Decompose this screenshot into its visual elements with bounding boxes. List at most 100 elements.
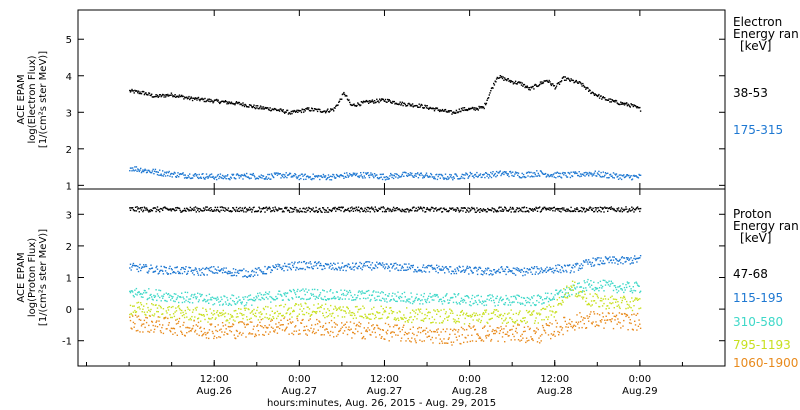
data-point	[362, 297, 365, 299]
data-point	[476, 273, 479, 276]
data-point	[137, 265, 139, 268]
data-point	[349, 291, 352, 294]
data-point	[430, 296, 433, 298]
data-point	[617, 178, 620, 180]
data-point	[583, 323, 585, 325]
data-point	[394, 103, 396, 105]
data-point	[384, 98, 387, 101]
data-point	[498, 77, 501, 79]
data-point	[354, 174, 357, 177]
data-point	[218, 177, 220, 180]
data-point	[349, 321, 352, 323]
data-point	[514, 274, 517, 276]
data-point	[221, 206, 224, 209]
data-point	[591, 261, 593, 264]
data-point	[311, 288, 314, 291]
data-point	[386, 208, 388, 211]
data-point	[182, 266, 184, 269]
data-point	[593, 94, 596, 96]
data-point	[258, 298, 260, 301]
data-point	[433, 210, 435, 212]
data-point	[163, 293, 165, 295]
data-point	[223, 313, 225, 315]
data-point	[281, 268, 283, 271]
data-point	[191, 311, 194, 313]
data-point	[296, 317, 298, 320]
data-point	[550, 314, 553, 316]
data-point	[596, 287, 598, 289]
data-point	[246, 296, 249, 298]
data-point	[372, 100, 374, 103]
data-point	[208, 329, 211, 331]
data-point	[395, 334, 397, 336]
data-point	[427, 176, 429, 178]
data-point	[219, 102, 221, 105]
data-point	[594, 207, 596, 209]
data-point	[351, 206, 353, 208]
data-point	[170, 306, 173, 309]
data-point	[173, 293, 176, 295]
data-point	[457, 320, 459, 323]
data-point	[267, 207, 270, 210]
data-point	[461, 299, 463, 301]
data-point	[547, 174, 550, 176]
data-point	[364, 338, 366, 340]
data-point	[261, 208, 263, 210]
data-point	[346, 266, 349, 268]
data-point	[168, 170, 170, 173]
data-point	[300, 305, 303, 307]
data-point	[271, 269, 273, 272]
data-point	[581, 267, 583, 269]
data-point	[257, 274, 259, 276]
data-point	[156, 206, 159, 208]
data-point	[251, 311, 253, 313]
data-point	[504, 302, 507, 304]
data-point	[148, 324, 150, 327]
data-point	[494, 332, 496, 335]
data-point	[428, 311, 430, 313]
data-point	[467, 334, 469, 337]
data-point	[138, 318, 140, 321]
data-point	[488, 299, 490, 301]
data-point	[129, 91, 132, 93]
data-point	[392, 311, 395, 313]
data-point	[536, 175, 539, 177]
data-point	[311, 209, 314, 211]
data-point	[533, 267, 535, 270]
data-point	[411, 302, 414, 305]
data-point	[577, 323, 579, 325]
data-point	[210, 100, 213, 102]
data-point	[186, 177, 189, 179]
data-point	[535, 304, 537, 306]
data-point	[254, 107, 257, 110]
data-point	[434, 268, 436, 270]
data-point	[636, 206, 639, 208]
data-point	[265, 305, 267, 308]
data-point	[538, 301, 540, 304]
data-point	[232, 174, 234, 176]
data-point	[166, 207, 168, 210]
data-point	[420, 294, 422, 296]
data-point	[596, 211, 599, 213]
data-point	[322, 314, 325, 317]
data-point	[170, 327, 173, 329]
data-point	[460, 209, 462, 211]
data-point	[186, 273, 188, 275]
data-point	[442, 320, 444, 322]
data-point	[338, 176, 341, 178]
data-point	[599, 300, 602, 302]
data-point	[235, 210, 237, 213]
data-point	[424, 313, 426, 316]
data-point	[586, 261, 588, 263]
data-point	[159, 305, 162, 308]
data-point	[535, 175, 537, 177]
data-point	[491, 274, 493, 276]
data-point	[258, 312, 260, 314]
data-point	[395, 102, 398, 105]
data-point	[451, 310, 453, 312]
data-point	[532, 172, 534, 174]
data-point	[349, 289, 351, 292]
data-point	[536, 295, 539, 297]
data-point	[229, 210, 232, 212]
data-point	[491, 207, 493, 209]
